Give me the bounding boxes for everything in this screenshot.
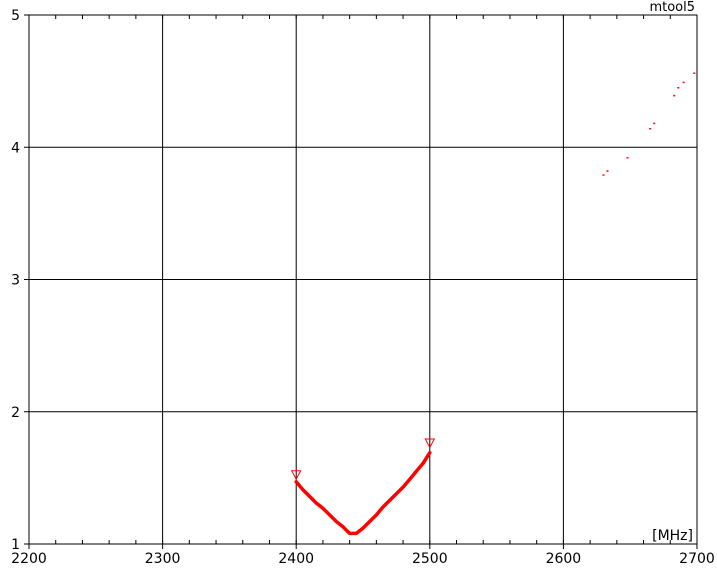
y-tick-label: 1 <box>11 537 20 553</box>
y-tick-labels: 1 2 3 4 5 <box>11 8 20 553</box>
markers-layer <box>290 438 436 481</box>
marker-triangle <box>424 438 436 449</box>
series-point <box>602 174 605 176</box>
plot-frame <box>28 14 698 545</box>
series-point <box>626 157 629 159</box>
x-tick-labels: 2200 2300 2400 2500 2600 2700 <box>11 551 715 567</box>
minor-ticks <box>24 14 698 549</box>
series-line <box>294 450 432 536</box>
x-tick-label: 2300 <box>145 551 181 567</box>
x-tick-label: 2400 <box>278 551 314 567</box>
series-point <box>653 122 656 125</box>
series-point <box>677 86 680 89</box>
y-tick-label: 2 <box>11 405 20 421</box>
series-point <box>649 127 652 130</box>
tool-label: mtool5 <box>649 0 695 15</box>
series-point <box>673 94 676 97</box>
x-tick-label: 2700 <box>679 551 715 567</box>
x-unit-label: [MHz] <box>652 528 693 544</box>
x-tick-label: 2500 <box>412 551 448 567</box>
series-point <box>682 81 685 84</box>
grid <box>29 15 697 544</box>
series-layer <box>294 72 696 536</box>
series-point <box>606 170 609 172</box>
series-point <box>693 72 696 74</box>
marker-triangle <box>290 470 302 481</box>
y-tick-label: 4 <box>11 140 20 156</box>
x-tick-label: 2200 <box>11 551 47 567</box>
y-tick-label: 3 <box>11 273 20 289</box>
y-tick-label: 5 <box>11 8 20 24</box>
x-tick-label: 2600 <box>546 551 582 567</box>
